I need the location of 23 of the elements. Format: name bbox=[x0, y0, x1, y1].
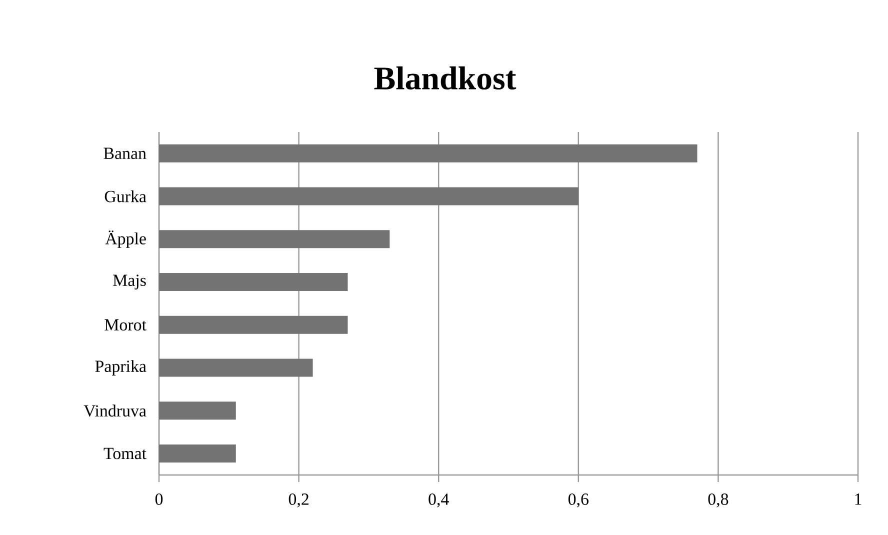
bar bbox=[159, 358, 313, 377]
bar bbox=[159, 273, 348, 292]
bar bbox=[159, 316, 348, 334]
x-tick-label: 1 bbox=[855, 494, 862, 505]
y-tick-label: Äpple bbox=[105, 230, 146, 248]
bar bbox=[159, 402, 236, 420]
y-tick-label: Majs bbox=[113, 274, 146, 290]
bar bbox=[159, 187, 578, 206]
y-tick-label: Paprika bbox=[95, 360, 146, 376]
x-tick-label: 0,8 bbox=[708, 494, 728, 508]
x-tick-label: 0 bbox=[155, 494, 163, 505]
y-tick-label: Banan bbox=[104, 148, 146, 160]
y-tick-label: Tomat bbox=[104, 448, 146, 460]
x-tick-label: 0,4 bbox=[428, 494, 449, 508]
chart-title: Blandkost bbox=[374, 66, 516, 90]
bar bbox=[159, 230, 390, 248]
y-tick-label: Vindruva bbox=[84, 404, 146, 417]
bar bbox=[159, 444, 236, 463]
bar bbox=[159, 144, 698, 162]
x-tick-label: 0,6 bbox=[568, 494, 588, 508]
y-tick-label: Gurka bbox=[104, 190, 146, 202]
x-tick-label: 0,2 bbox=[288, 494, 308, 508]
y-tick-label: Morot bbox=[104, 319, 146, 331]
